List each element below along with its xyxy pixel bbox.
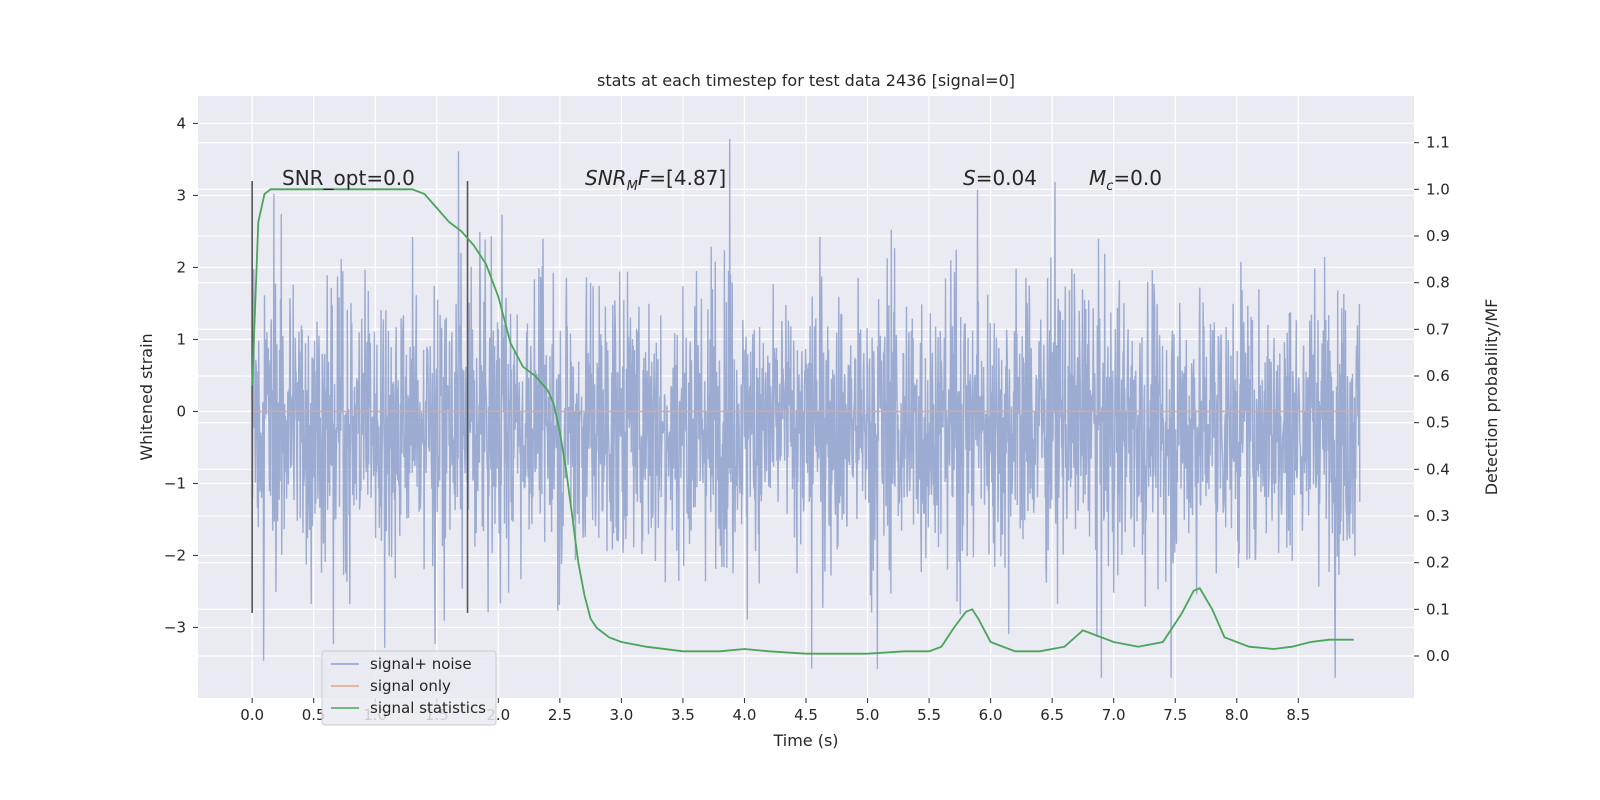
y2-tick-label: 0.1 [1426,600,1450,618]
x-tick-label: 6.0 [979,706,1003,724]
x-tick-label: 3.5 [671,706,695,724]
mc-value: =0.0 [1113,166,1162,190]
event-markers [251,180,469,614]
y-tick-label: 4 [176,114,186,132]
annotation-s: S=0.04 [963,166,1037,190]
x-tick-label: 0.0 [240,706,264,724]
x-tick-label: 6.5 [1040,706,1064,724]
x-tick-label: 7.5 [1163,706,1187,724]
y2-tick-label: 0.3 [1426,507,1450,525]
legend-box [321,650,497,726]
y2-tick-label: 0.7 [1426,320,1450,338]
mc-sub: c [1106,179,1113,194]
s-symbol: S [963,166,976,190]
x-tick-label: 0.5 [302,706,326,724]
snr-mf-base: SNR [585,166,627,190]
y2-tick-label: 0.4 [1426,460,1450,478]
snr-mf-tail: F [638,166,650,190]
y2-tick-label: 0.5 [1426,414,1450,432]
legend-item-signal-statistics: signal statistics [331,699,486,717]
x-tick-label: 5.0 [856,706,880,724]
s-value: =0.04 [976,166,1037,190]
x-tick-label: 8.5 [1286,706,1310,724]
legend-label: signal+ noise [370,655,472,673]
signal-statistics-line [251,188,1354,655]
x-tick-label: 3.0 [609,706,633,724]
x-tick-label: 8.0 [1225,706,1249,724]
annotation-snr-mf: SNRMF=[4.87] [585,166,726,194]
y2-tick-label: 0.6 [1426,367,1450,385]
annotation-mc: Mc=0.0 [1089,166,1162,194]
y2-axis-ticks: 0.0 0.1 0.2 0.3 0.4 0.5 0.6 0.7 0.8 0.9 1.0 1.1 [1414,134,1450,665]
legend-item-signal-noise: signal+ noise [331,655,472,673]
legend-label: signal only [370,677,451,695]
legend: signal+ noise signal only signal statist… [321,650,497,726]
y-tick-label: −3 [164,618,186,636]
x-tick-label: 4.5 [794,706,818,724]
y2-tick-label: 1.0 [1426,180,1450,198]
y-tick-label: −2 [164,546,186,564]
y2-tick-label: 1.1 [1426,134,1450,152]
y-tick-label: 0 [176,402,186,420]
y-axis-ticks: −3 −2 −1 0 1 2 3 4 [164,114,198,636]
chart-title: stats at each timestep for test data 243… [597,71,1015,90]
signal-noise-line [251,138,1361,678]
snr-mf-value: =[4.87] [649,166,726,190]
y-tick-label: 1 [176,330,186,348]
y2-tick-label: 0.9 [1426,227,1450,245]
annotation-snr-opt: SNR_opt=0.0 [282,166,415,190]
y2-axis-label: Detection probability/MF [1482,299,1501,496]
x-tick-label: 7.0 [1102,706,1126,724]
x-axis-label: Time (s) [772,731,838,750]
snr-mf-sub: M [627,179,638,194]
x-tick-label: 4.0 [733,706,757,724]
x-tick-label: 5.5 [917,706,941,724]
y-tick-label: 3 [176,186,186,204]
y2-tick-label: 0.2 [1426,554,1450,572]
legend-item-signal-only: signal only [331,677,451,695]
y2-tick-label: 0.8 [1426,274,1450,292]
y-tick-label: 2 [176,258,186,276]
signal-noise-series [251,138,1361,678]
mc-base: M [1089,166,1106,190]
y-axis-label: Whitened strain [137,333,156,460]
legend-label: signal statistics [370,699,486,717]
y2-tick-label: 0.0 [1426,647,1450,665]
x-tick-label: 2.5 [548,706,572,724]
y-tick-label: −1 [164,474,186,492]
